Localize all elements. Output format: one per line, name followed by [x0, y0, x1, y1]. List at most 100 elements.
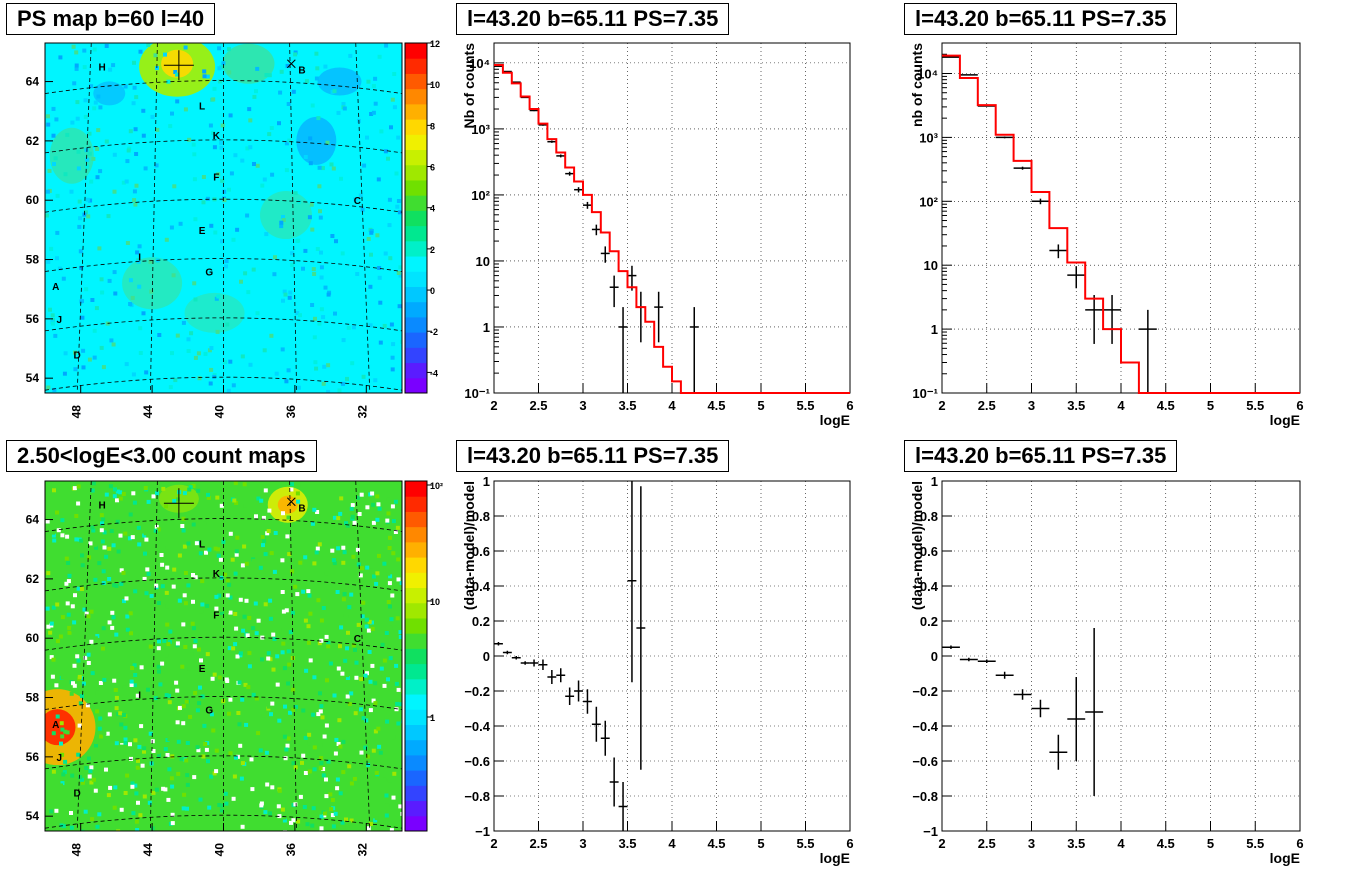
- data-point: [494, 642, 503, 646]
- map-pixel: [143, 552, 147, 556]
- map-pixel: [336, 778, 340, 782]
- map-pixel: [339, 496, 343, 500]
- map-pixel: [89, 640, 93, 644]
- map-pixel: [158, 682, 162, 686]
- map-pixel: [154, 584, 158, 588]
- map-pixel: [388, 223, 392, 227]
- map-pixel: [75, 100, 79, 104]
- map-pixel: [269, 712, 273, 716]
- map-pixel: [120, 739, 124, 743]
- map-pixel: [301, 709, 305, 713]
- map-pixel: [181, 721, 185, 725]
- map-pixel: [261, 543, 265, 547]
- map-pixel: [102, 626, 106, 630]
- map-pixel: [55, 231, 59, 235]
- map-pixel: [242, 545, 246, 549]
- map-pixel: [359, 707, 363, 711]
- map-pixel: [128, 302, 132, 306]
- map-pixel: [53, 334, 57, 338]
- x-tick-label: 4: [668, 398, 676, 413]
- map-pixel: [187, 138, 191, 142]
- colorbar-tick-label: 1: [430, 713, 435, 723]
- map-pixel: [166, 642, 170, 646]
- map-pixel: [232, 797, 236, 801]
- map-pixel: [114, 688, 118, 692]
- map-pixel: [354, 711, 358, 715]
- map-pixel: [264, 232, 268, 236]
- map-pixel: [384, 149, 388, 153]
- data-point: [1014, 167, 1032, 170]
- map-pixel: [244, 723, 248, 727]
- map-pixel: [133, 501, 137, 505]
- colorbar-tick-label: 12: [430, 39, 440, 49]
- map-pixel: [163, 53, 167, 57]
- map-pixel: [59, 783, 63, 787]
- map-pixel: [64, 172, 68, 176]
- map-pixel: [119, 723, 123, 727]
- map-pixel: [252, 162, 256, 166]
- map-pixel: [341, 561, 345, 565]
- map-pixel: [74, 514, 78, 518]
- map-pixel: [77, 485, 81, 489]
- map-pixel: [385, 803, 389, 807]
- map-pixel: [291, 708, 295, 712]
- map-pixel: [316, 712, 320, 716]
- map-pixel: [168, 124, 172, 128]
- map-pixel: [145, 591, 149, 595]
- y-tick-label: −0.2: [912, 684, 938, 699]
- map-pixel: [338, 745, 342, 749]
- map-pixel: [209, 124, 213, 128]
- map-pixel: [103, 546, 107, 550]
- map-pixel: [126, 241, 130, 245]
- map-pixel: [353, 648, 357, 652]
- data-point: [690, 307, 699, 393]
- map-pixel: [124, 85, 128, 89]
- map-pixel: [98, 727, 102, 731]
- map-pixel: [61, 676, 65, 680]
- map-pixel: [369, 253, 373, 257]
- colorbar-segment: [405, 618, 427, 634]
- map-pixel: [303, 805, 307, 809]
- map-pixel: [269, 334, 273, 338]
- map-pixel: [226, 578, 230, 582]
- map-pixel: [97, 246, 101, 250]
- map-pixel: [235, 536, 239, 540]
- map-pixel: [118, 711, 122, 715]
- data-point: [583, 689, 592, 714]
- map-pixel: [316, 598, 320, 602]
- map-pixel: [232, 238, 236, 242]
- map-pixel: [277, 719, 281, 723]
- map-pixel: [192, 152, 196, 156]
- map-pixel: [312, 806, 316, 810]
- map-pixel: [154, 529, 158, 533]
- map-pixel: [146, 43, 150, 47]
- map-pixel: [185, 700, 189, 704]
- map-pixel: [175, 689, 179, 693]
- map-pixel: [66, 561, 70, 565]
- map-pixel: [95, 691, 99, 695]
- map-pixel: [189, 331, 193, 335]
- map-pixel: [256, 164, 260, 168]
- map-pixel: [321, 715, 325, 719]
- map-pixel: [80, 316, 84, 320]
- map-pixel: [203, 74, 207, 78]
- colorbar-segment: [405, 755, 427, 771]
- map-pixel: [246, 290, 250, 294]
- map-pixel: [307, 733, 311, 737]
- x-tick-label: 2.5: [529, 398, 547, 413]
- colorbar-segment: [405, 724, 427, 740]
- map-pixel: [202, 175, 206, 179]
- map-pixel: [329, 807, 333, 811]
- map-pixel: [351, 555, 355, 559]
- map-pixel: [319, 761, 323, 765]
- map-pixel: [319, 743, 323, 747]
- map-top-title: PS map b=60 l=40: [6, 3, 215, 35]
- map-pixel: [217, 46, 221, 50]
- map-pixel: [377, 177, 381, 181]
- map-pixel: [391, 356, 395, 360]
- map-pixel: [84, 810, 88, 814]
- map-pixel: [66, 601, 70, 605]
- map-y-tick-label: 58: [26, 253, 40, 267]
- map-pixel: [322, 606, 326, 610]
- source-label-L: L: [199, 101, 205, 112]
